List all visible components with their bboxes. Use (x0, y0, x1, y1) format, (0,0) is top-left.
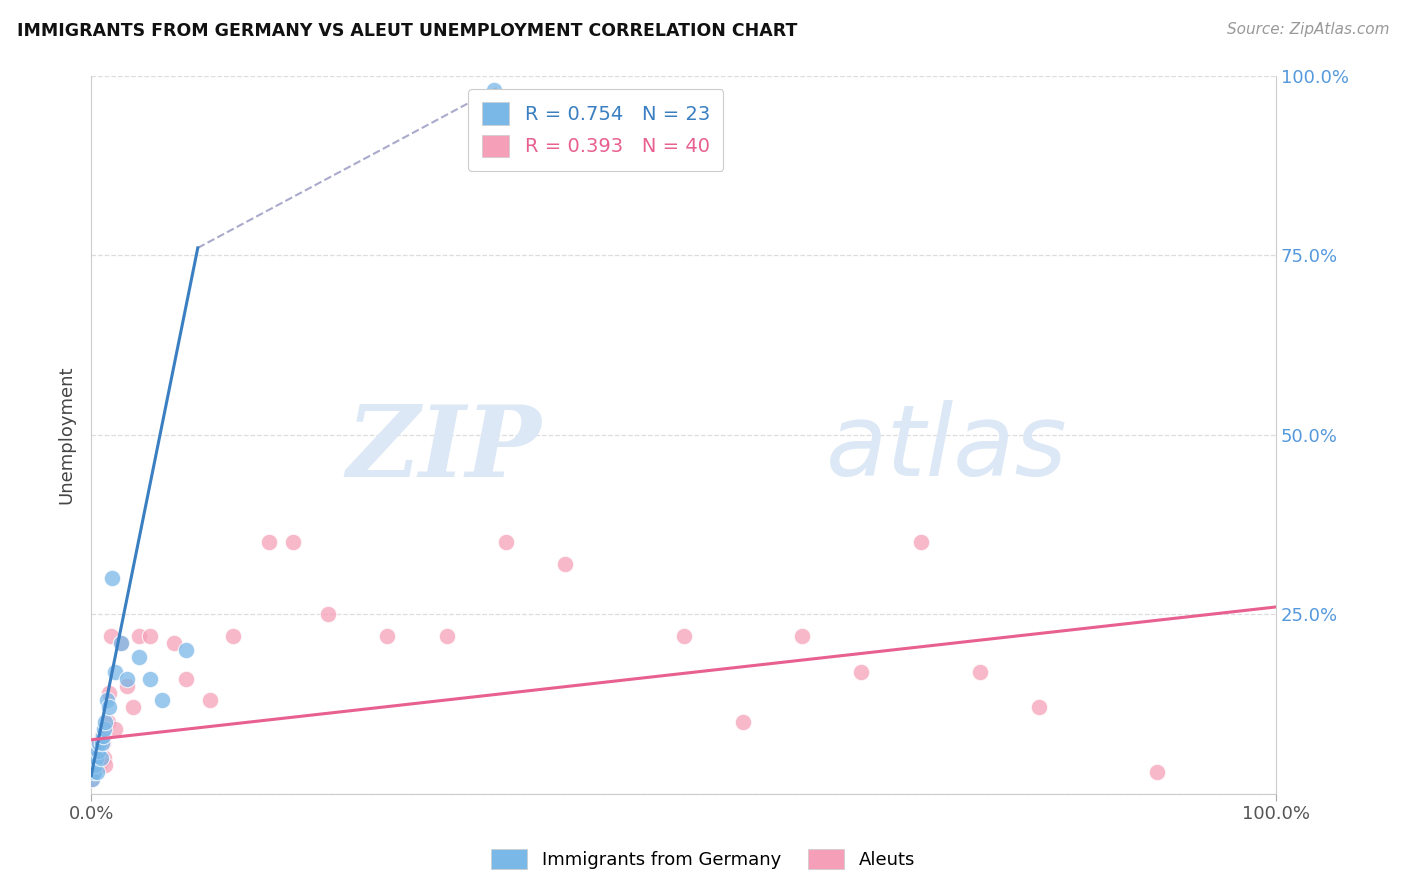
Point (139, 629, 162, 643)
Point (91, 736, 114, 750)
Point (128, 650, 150, 665)
Point (101, 571, 124, 585)
Point (86, 765, 108, 780)
Point (672, 629, 695, 643)
Point (89, 758, 111, 772)
Point (96, 693, 118, 707)
Point (495, 535, 517, 549)
Point (121, 700, 143, 714)
Point (150, 693, 173, 707)
Point (110, 636, 132, 650)
Point (94, 714, 117, 729)
Point (139, 672, 162, 686)
Point (128, 629, 150, 643)
Point (90, 743, 112, 757)
Point (82, 772, 104, 787)
Point (97, 714, 120, 729)
Point (316, 607, 339, 621)
Point (482, 83, 505, 97)
Point (790, 629, 813, 643)
Point (83, 765, 105, 780)
Point (93, 722, 115, 736)
Point (83, 765, 105, 780)
Point (110, 636, 132, 650)
Point (93, 751, 115, 765)
Text: atlas: atlas (825, 401, 1067, 498)
Point (89, 736, 111, 750)
Point (82, 772, 104, 787)
Point (90, 751, 112, 765)
Point (174, 672, 197, 686)
Point (104, 722, 127, 736)
Point (84, 751, 107, 765)
Point (257, 535, 280, 549)
Point (174, 643, 197, 657)
Point (910, 535, 932, 549)
Point (100, 629, 122, 643)
Point (90, 729, 112, 743)
Legend: Immigrants from Germany, Aleuts: Immigrants from Germany, Aleuts (482, 839, 924, 879)
Point (115, 672, 138, 686)
Point (281, 535, 304, 549)
Point (1146, 765, 1168, 780)
Point (436, 629, 458, 643)
Point (97, 686, 120, 700)
Y-axis label: Unemployment: Unemployment (58, 366, 75, 504)
Point (87, 743, 110, 757)
Point (222, 629, 245, 643)
Legend: R = 0.754   N = 23, R = 0.393   N = 40: R = 0.754 N = 23, R = 0.393 N = 40 (468, 89, 724, 170)
Point (83, 758, 105, 772)
Point (163, 636, 186, 650)
Point (731, 714, 754, 729)
Point (377, 629, 399, 643)
Point (554, 557, 576, 571)
Point (90, 736, 112, 750)
Point (969, 665, 991, 679)
Point (94, 758, 117, 772)
Point (86, 743, 108, 757)
Point (115, 679, 138, 693)
Point (87, 736, 110, 750)
Point (851, 665, 873, 679)
Point (91, 729, 114, 743)
Text: Source: ZipAtlas.com: Source: ZipAtlas.com (1226, 22, 1389, 37)
Point (84, 751, 107, 765)
Text: IMMIGRANTS FROM GERMANY VS ALEUT UNEMPLOYMENT CORRELATION CHART: IMMIGRANTS FROM GERMANY VS ALEUT UNEMPLO… (17, 22, 797, 40)
Point (1028, 700, 1050, 714)
Point (97, 700, 120, 714)
Text: ZIP: ZIP (346, 401, 541, 497)
Point (104, 665, 127, 679)
Point (198, 693, 221, 707)
Point (83, 758, 105, 772)
